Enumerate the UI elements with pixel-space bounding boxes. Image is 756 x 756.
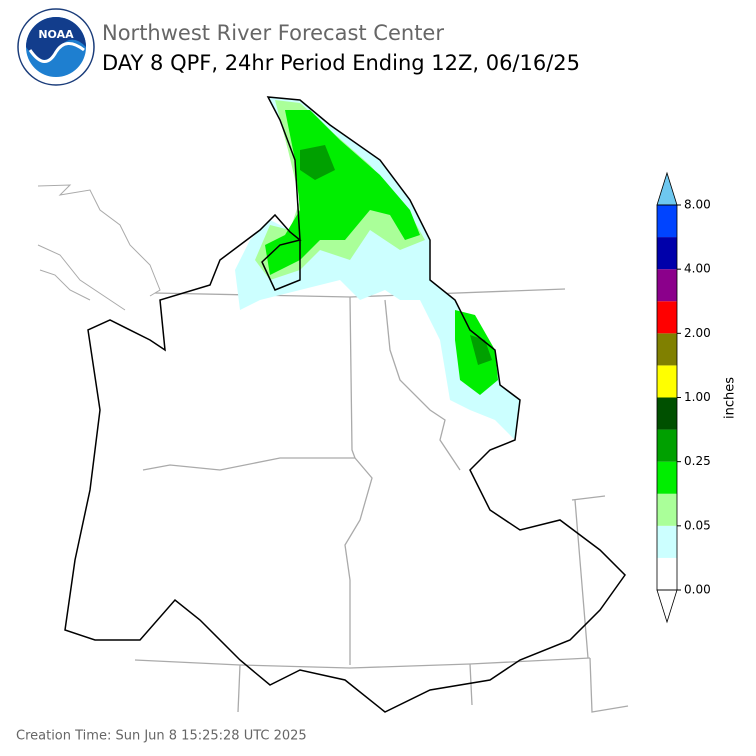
colorbar-tick-label: 0.00 [684,583,711,597]
colorbar-segment [657,429,677,462]
creation-time: Creation Time: Sun Jun 8 15:25:28 UTC 20… [16,729,307,744]
colorbar-segment [657,493,677,526]
coastline [37,184,161,311]
colorbar-tick-label: 1.00 [684,390,711,404]
title: Northwest River Forecast Center [102,21,444,45]
logo-text: NOAA [38,28,74,41]
colorbar-segment [657,333,677,366]
colorbar-segment [657,269,677,302]
subtitle: DAY 8 QPF, 24hr Period Ending 12Z, 06/16… [102,51,580,75]
colorbar-under [656,589,678,624]
colorbar-segment [657,237,677,270]
colorbar-segment [657,365,677,398]
colorbar-segment [657,205,677,238]
colorbar-tick-label: 4.00 [684,262,711,276]
colorbar-tick-label: 0.25 [684,454,711,468]
precip-areas [235,97,520,440]
noaa-logo: NOAA [17,8,95,86]
colorbar-tick-label: 2.00 [684,326,711,340]
basin-outline [64,96,626,713]
colorbar: 0.00 0.05 0.25 1.00 2.00 4.00 8.00 [656,171,711,624]
colorbar-segment [657,461,677,494]
colorbar-tick-label: 8.00 [684,198,711,212]
colorbar-segment [657,525,677,558]
colorbar-segment [657,557,677,590]
colorbar-segment [657,301,677,334]
colorbar-tick-label: 0.05 [684,518,711,532]
colorbar-label: inches [723,377,738,419]
colorbar-segment [657,397,677,430]
colorbar-over [656,171,678,206]
state-borders [134,288,629,713]
